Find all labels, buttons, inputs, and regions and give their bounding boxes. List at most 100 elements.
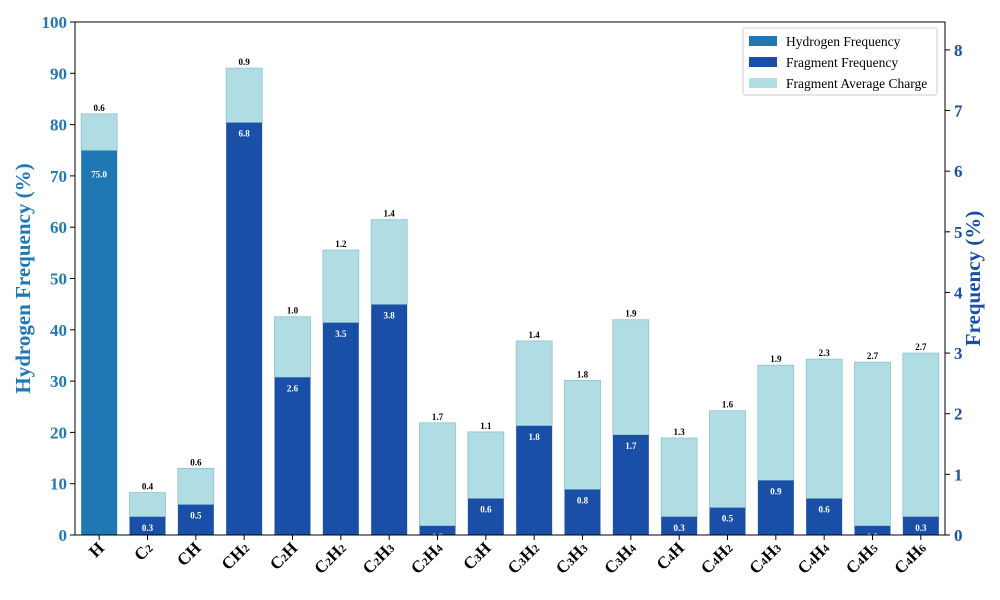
x-tick-label-C2H: C2H [266,538,301,573]
bar-label-charge-C3H: 1.1 [480,421,492,431]
bar-fragment-C3H3 [564,489,601,535]
bar-label-fragment-C2H2: 3.5 [335,329,347,339]
x-tick-label-C4H5: C4H5 [842,538,882,578]
bar-label-charge-CH: 0.6 [190,457,202,467]
bar-label-fragment-C4H3: 0.9 [770,486,782,496]
bar-label-charge-C2H: 1.0 [287,306,299,316]
bar-label-fragment-C3H4: 1.7 [625,441,637,451]
left-tick-label: 20 [50,423,67,442]
legend-swatch-charge [749,78,777,88]
legend: Hydrogen Frequency Fragment Frequency Fr… [742,27,938,96]
right-tick-label: 1 [954,465,963,484]
right-tick-label: 3 [954,344,963,363]
x-tick-label-C4H6: C4H6 [890,538,930,578]
left-tick-label: 10 [50,475,67,494]
x-tick-label-C4H3: C4H3 [745,538,785,578]
bar-fragment-C2H [274,377,311,535]
x-tick-label-C3H2: C3H2 [504,538,544,578]
bar-charge-C3H2 [515,340,553,427]
bar-charge-C3H4 [612,319,650,436]
bar-fragment-C4H2 [709,507,746,535]
bar-charge-C3H3 [564,379,601,490]
bar-fragment-C4H [661,516,698,535]
x-tick-label-CH2: CH2 [218,538,254,574]
left-tick-label: 40 [50,321,67,340]
bar-label-charge-C2: 0.4 [142,482,154,492]
left-tick-label: 50 [50,270,67,289]
right-axis-label: Frequency (%) [961,211,985,347]
x-tick-label-C2H2: C2H2 [310,538,350,578]
right-tick-label: 8 [954,41,963,60]
bar-label-charge-C4H5: 2.7 [867,351,879,361]
bar-label-fragment-C3H: 0.6 [480,505,492,515]
bar-charge-C2H [274,316,311,378]
bar-fragment-C3H4 [612,434,649,535]
bar-charge-C4H3 [757,364,795,481]
bar-fragment-C4H3 [757,480,794,535]
right-tick-label: 4 [954,283,963,302]
bar-charge-C4H4 [805,358,843,500]
x-tick-label-C4H2: C4H2 [697,538,737,578]
legend-label-fragment: Fragment Frequency [786,55,898,70]
left-axis: 0 10 20 30 40 50 60 70 80 90 100 [42,13,75,545]
right-tick-label: 7 [954,102,963,121]
bar-fragment-C3H [467,498,504,535]
bar-label-charge-C2H4: 1.7 [432,412,444,422]
left-tick-label: 70 [50,167,67,186]
left-tick-label: 30 [50,372,67,391]
bar-label-charge-C4H3: 1.9 [770,354,782,364]
bar-charge-CH [177,467,215,506]
bar-label-fragment-C3H3: 0.8 [577,496,589,506]
bar-charge-C3H [467,431,505,500]
x-tick-label-C4H: C4H [653,538,688,573]
bar-label-charge-C2H3: 1.4 [384,209,396,219]
left-tick-label: 60 [50,218,67,237]
x-tick-label-H: H [85,538,108,561]
x-tick-label-C2H4: C2H4 [407,538,447,578]
x-tick-label-C3H4: C3H4 [600,538,640,578]
bar-charge-C4H6 [902,352,940,518]
legend-swatch-fragment [749,57,777,67]
bar-charge-C2H4 [419,422,456,527]
bar-charge-H [80,113,118,151]
x-tick-label-C2: C2 [130,538,156,564]
bar-fragment-CH2 [226,122,263,535]
bar-charge-CH2 [225,67,263,124]
bar-label-fragment-C4H: 0.3 [674,523,686,533]
bar-fragment-C2H3 [371,304,408,535]
bar-fragment-CH [177,504,214,535]
bar-hydrogen-H [81,150,118,535]
x-tick-label-C3H: C3H [459,538,494,573]
bar-label-charge-C4H: 1.3 [674,427,686,437]
bar-label-charge-C4H4: 2.3 [819,348,831,358]
x-tick-label-C3H3: C3H3 [552,538,592,578]
bar-fragment-C2H4 [419,525,456,535]
x-tick-label-C2H3: C2H3 [359,538,399,578]
bar-labels-group: 75.0 0.6 0.3 0.4 0.5 0.6 6.8 0.9 2.6 1.0 3.5 1.2 3.8… [91,57,927,542]
bar-label-charge-C4H2: 1.6 [722,400,734,410]
bar-label-charge-C2H2: 1.2 [335,239,347,249]
bar-label-fragment-C4H4: 0.6 [819,505,831,515]
right-tick-label: 2 [954,405,963,424]
bar-fragment-C2 [129,516,166,535]
bar-label-charge-C3H3: 1.8 [577,369,589,379]
right-axis: 0 1 2 3 4 5 6 7 8 [945,41,963,545]
bar-label-fragment-C4H2: 0.5 [722,514,734,524]
bar-label-fragment-CH2: 6.8 [239,129,251,139]
bar-label-hydrogen-H: 75.0 [91,169,107,179]
bar-fragment-C3H2 [516,425,553,535]
bar-fragment-C2H2 [322,322,359,535]
bars-group [80,67,940,535]
bar-charge-C2 [129,492,166,518]
bar-label-fragment-CH: 0.5 [190,511,202,521]
bar-label-fragment-C2H3: 3.8 [384,311,396,321]
bar-charge-C4H5 [854,361,891,527]
right-tick-label: 0 [954,526,963,545]
left-tick-label: 80 [50,116,67,135]
bar-charge-C2H2 [322,249,360,324]
bar-label-charge-C3H4: 1.9 [625,309,637,319]
x-tick-label-CH: CH [173,538,204,569]
legend-box [742,27,938,96]
bar-charge-C2H3 [370,219,408,305]
